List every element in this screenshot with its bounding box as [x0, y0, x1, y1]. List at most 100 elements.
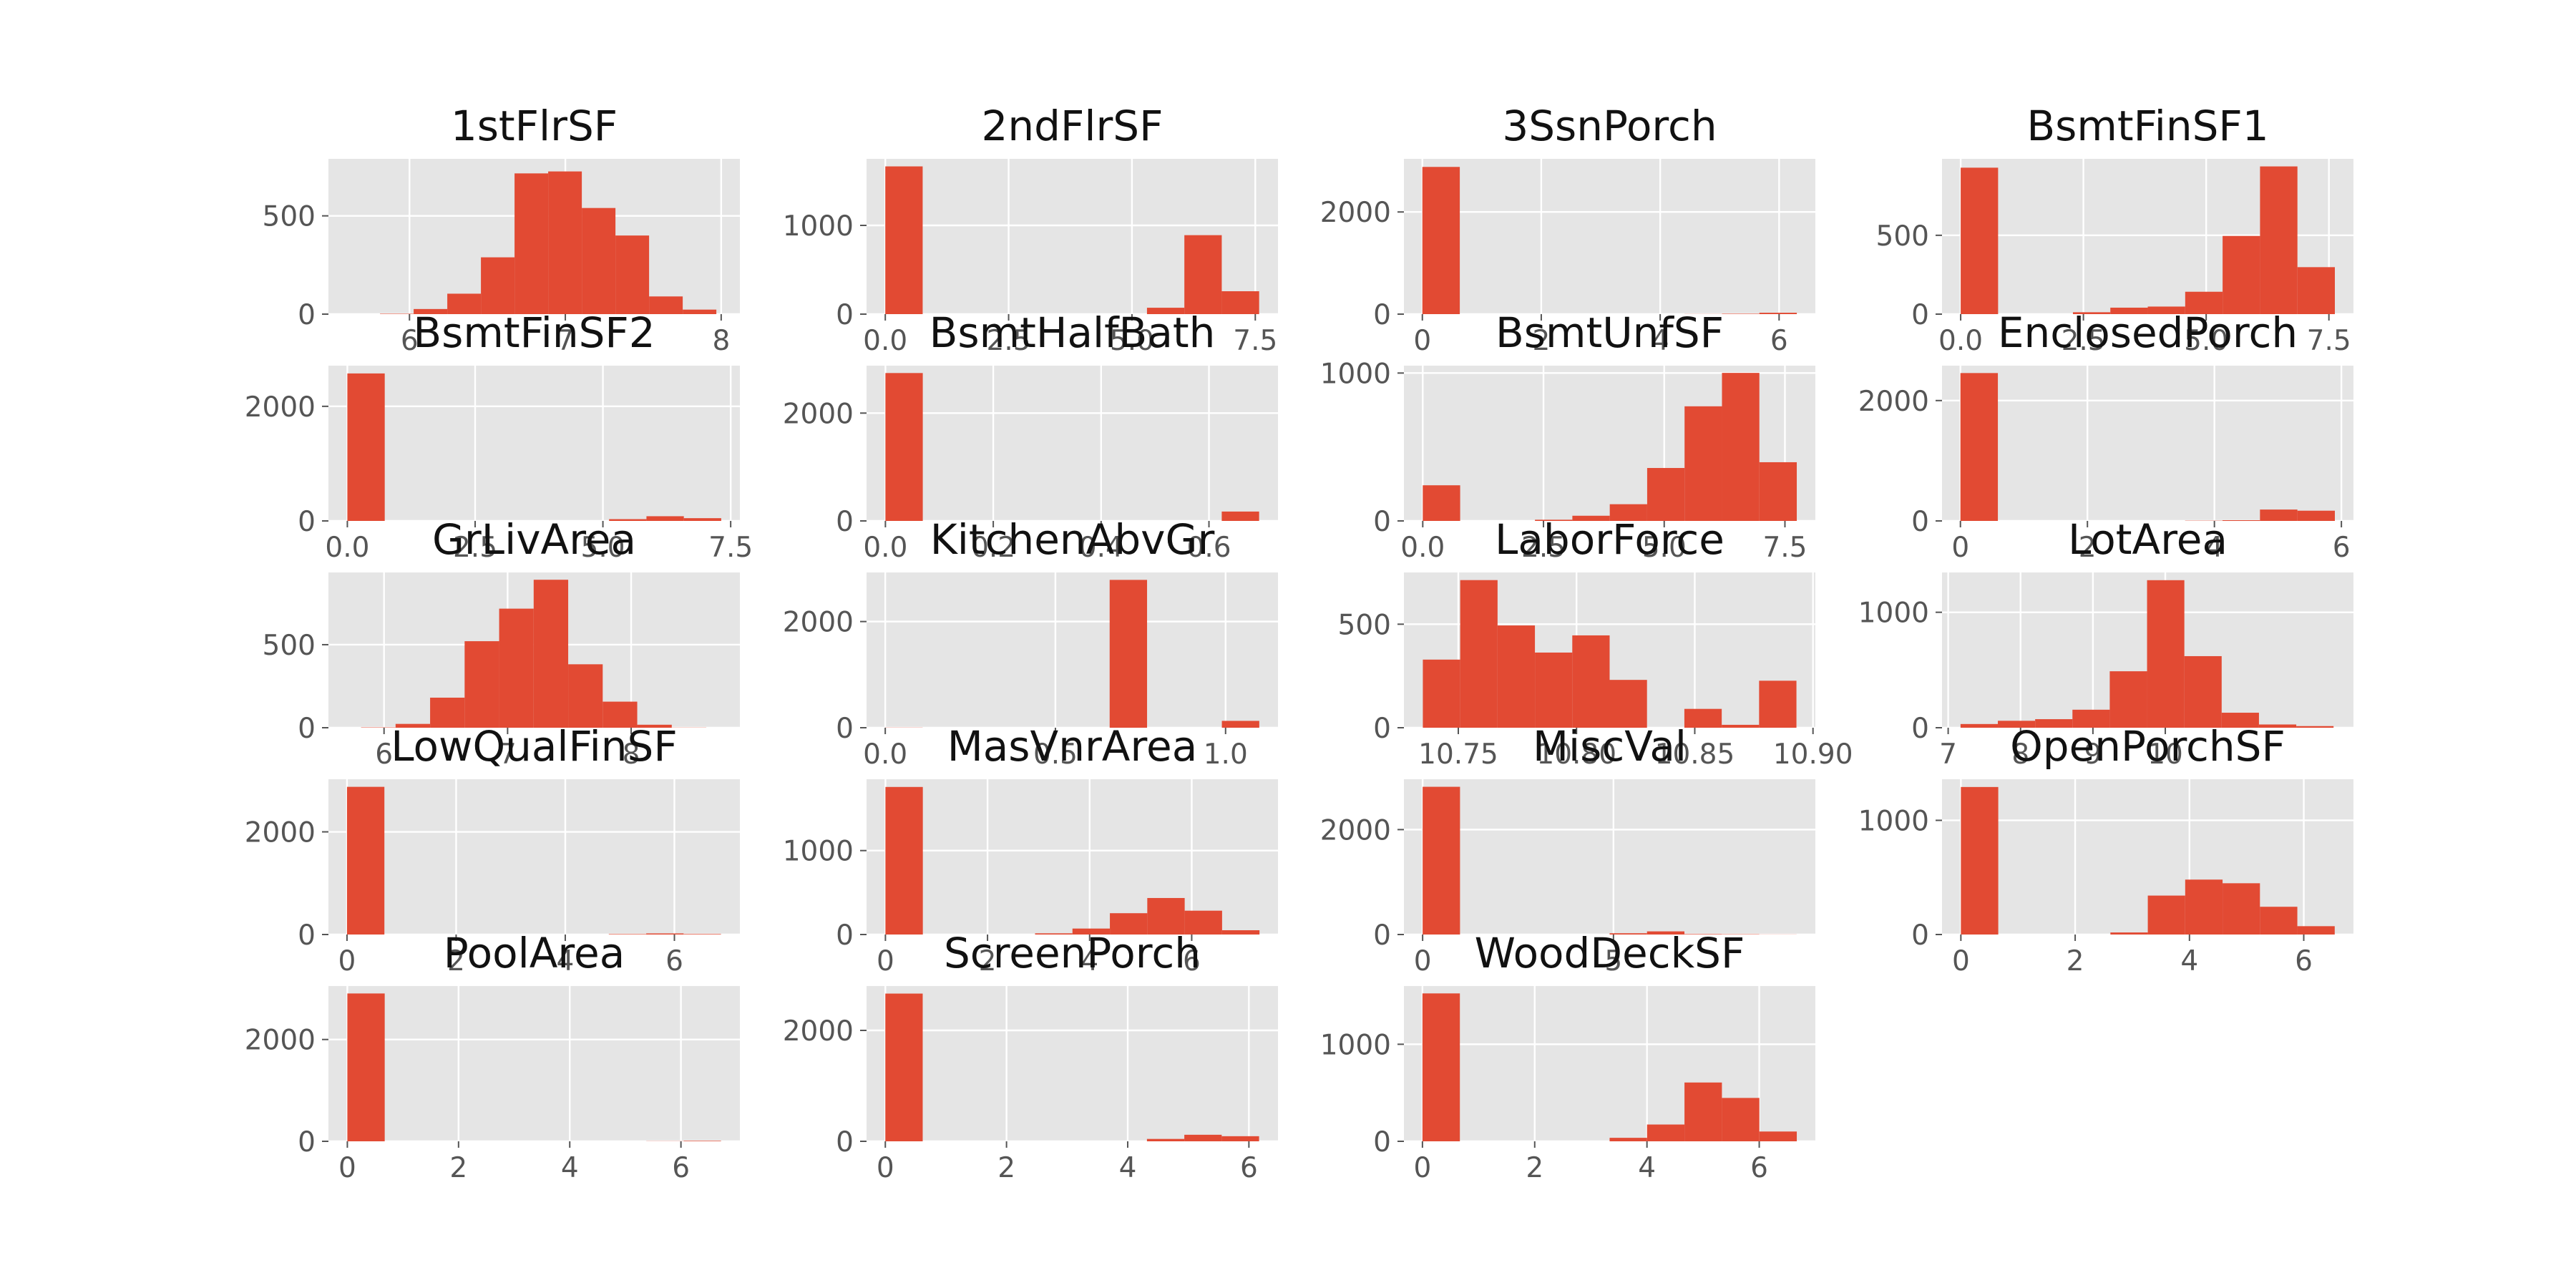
- histogram-bar: [1759, 680, 1797, 728]
- histogram-bar: [1722, 1098, 1760, 1141]
- histogram-bar: [2297, 926, 2335, 935]
- histogram-bar: [2223, 883, 2260, 935]
- y-tick-label: 1000: [1858, 805, 1929, 837]
- histogram-bar: [2147, 580, 2185, 728]
- y-tick-label: 1000: [783, 836, 854, 868]
- y-tick-label: 0: [1911, 299, 1929, 331]
- x-tick-label: 0: [1413, 1152, 1431, 1184]
- y-tick-label: 0: [836, 919, 854, 952]
- histogram-bar: [347, 993, 385, 1141]
- y-tick-label: 0: [836, 299, 854, 331]
- y-tick-label: 2000: [1320, 197, 1391, 229]
- histogram-bar: [1221, 1136, 1259, 1141]
- subplot-kitchenabvgr: 0.0 0.5 1.0 0 2000 KitchenAbvGr: [783, 515, 1278, 771]
- plot-area: [1404, 779, 1815, 935]
- histogram-bar: [395, 723, 431, 728]
- x-tick-label: 2.5: [453, 532, 497, 564]
- x-tick-label: 6: [2333, 532, 2351, 564]
- x-tick-label: 6: [401, 325, 419, 357]
- y-tick-label: 2000: [245, 817, 316, 849]
- y-tick-label: 0: [1911, 713, 1929, 745]
- subplot-title: LotArea: [2068, 515, 2228, 564]
- subplot-masvnrarea: 0 2 4 6 0 1000 MasVnrArea: [783, 722, 1278, 977]
- histogram-bar: [1184, 235, 1222, 314]
- histogram-bar: [2260, 907, 2298, 935]
- plot-area: [867, 366, 1278, 521]
- y-tick-label: 1000: [783, 210, 854, 243]
- x-tick-label: 6: [375, 738, 393, 771]
- y-tick-label: 2000: [783, 1015, 854, 1048]
- histogram-bar: [1147, 897, 1185, 935]
- histogram-bar: [1609, 1138, 1647, 1141]
- y-tick-label: 500: [1338, 609, 1391, 641]
- x-tick-label: 7: [1939, 738, 1957, 771]
- x-tick-label: 0.0: [863, 532, 907, 564]
- x-tick-label: 2: [447, 945, 465, 977]
- subplot-enclosedporch: 0 2 4 6 0 2000 EnclosedPorch: [1858, 308, 2353, 564]
- histogram-bar: [568, 664, 603, 728]
- subplot-bsmtfinsf2: 0.0 2.5 5.0 7.5 0 2000 BsmtFinSF2: [245, 308, 753, 564]
- histogram-bar: [1184, 1134, 1222, 1141]
- x-tick-label: 0.0: [863, 325, 907, 357]
- histogram-bar: [1759, 313, 1797, 314]
- x-tick-label: 5.0: [581, 532, 625, 564]
- x-tick-label: 0: [1413, 325, 1431, 357]
- x-tick-label: 4: [1119, 1152, 1137, 1184]
- histogram-bar: [1221, 511, 1259, 521]
- histogram-bar: [2223, 235, 2260, 314]
- subplot-bsmtfinsf1: 0.0 2.5 5.0 7.5 0 500 BsmtFinSF1: [1876, 102, 2353, 357]
- x-tick-label: 0.4: [1079, 532, 1123, 564]
- subplot-screenporch: 0 2 4 6 0 2000 ScreenPorch: [783, 929, 1278, 1184]
- x-tick-label: 6: [665, 945, 683, 977]
- x-tick-label: 0: [1952, 945, 1970, 977]
- histogram-bar: [2072, 709, 2110, 728]
- y-tick-label: 0: [1373, 1126, 1391, 1158]
- histogram-bar: [1684, 406, 1722, 521]
- histogram-bar: [1221, 930, 1260, 935]
- histogram-bar: [2297, 510, 2336, 521]
- histogram-bar: [2296, 726, 2334, 728]
- y-tick-label: 500: [1876, 220, 1929, 253]
- x-tick-label: 1.0: [1204, 738, 1248, 771]
- x-tick-label: 0: [338, 1152, 356, 1184]
- histogram-bar: [1535, 652, 1573, 728]
- x-tick-label: 0.6: [1187, 532, 1231, 564]
- x-tick-label: 0.0: [325, 532, 369, 564]
- subplot-wooddecksf: 0 2 4 6 0 1000 WoodDeckSF: [1320, 929, 1815, 1184]
- histogram-bar: [2110, 307, 2148, 314]
- x-tick-label: 4: [557, 945, 575, 977]
- histogram-bar: [2035, 719, 2073, 728]
- histogram-bar: [1961, 786, 1999, 935]
- y-tick-label: 2000: [1320, 814, 1391, 847]
- subplot-title: GrLivArea: [432, 515, 636, 564]
- histogram-bar: [2221, 713, 2259, 728]
- x-tick-label: 2.5: [2062, 325, 2106, 357]
- x-tick-label: 8: [712, 325, 730, 357]
- histogram-bar: [1423, 659, 1460, 728]
- subplot-title: 2ndFlrSF: [982, 102, 1163, 150]
- histogram-bar: [414, 308, 448, 314]
- x-tick-label: 5.0: [1642, 532, 1687, 564]
- subplot-1stflrsf: 6 7 8 0 500 1stFlrSF: [263, 102, 740, 357]
- plot-area: [328, 986, 740, 1141]
- x-tick-label: 0.2: [971, 532, 1015, 564]
- x-tick-label: 4: [1638, 1152, 1656, 1184]
- histogram-bar: [1960, 373, 1999, 521]
- x-tick-label: 7.5: [1233, 325, 1277, 357]
- subplot-title: PoolArea: [444, 929, 625, 977]
- subplot-grlivarea: 6 7 8 0 500 GrLivArea: [263, 515, 740, 771]
- y-tick-label: 2000: [245, 1025, 316, 1057]
- histogram-bar: [2260, 166, 2298, 314]
- histogram-bar: [1535, 519, 1573, 521]
- subplot-title: BsmtUnfSF: [1496, 308, 1724, 357]
- histogram-bar: [608, 934, 647, 935]
- x-tick-label: 0.0: [1938, 325, 1983, 357]
- x-tick-label: 2: [1526, 1152, 1543, 1184]
- y-tick-label: 0: [298, 299, 316, 331]
- histogram-bar: [548, 171, 582, 314]
- histogram-bar: [2185, 291, 2223, 314]
- y-tick-label: 0: [1373, 299, 1391, 331]
- x-tick-label: 6: [1750, 1152, 1768, 1184]
- histogram-bar: [1109, 580, 1148, 728]
